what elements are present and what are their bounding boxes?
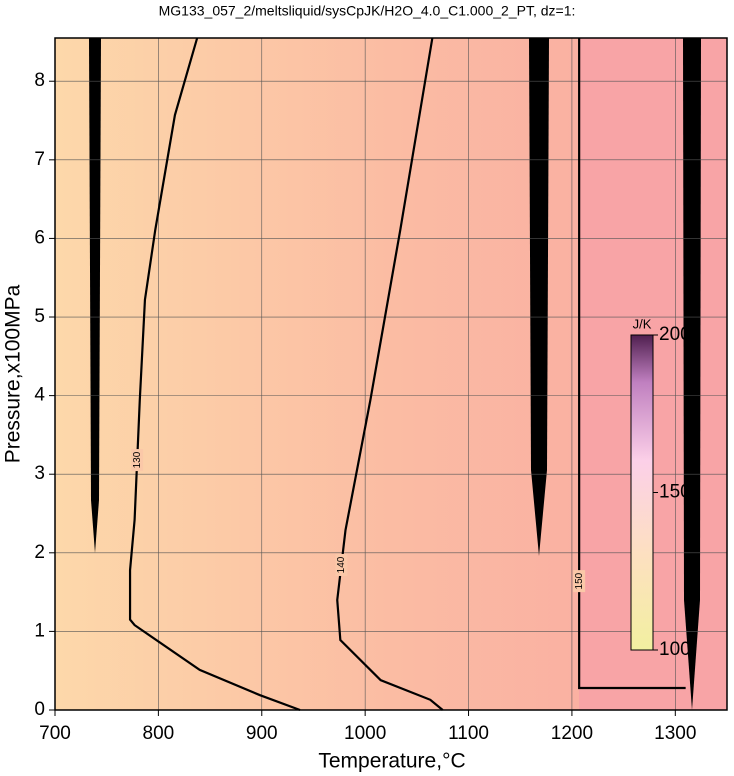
dense-band — [529, 38, 549, 556]
contour-label: 130 — [132, 451, 143, 468]
y-tick-label: 6 — [34, 227, 45, 248]
contour-line — [128, 37, 301, 712]
y-tick-label: 7 — [34, 149, 45, 170]
y-tick-label: 3 — [34, 463, 45, 484]
x-tick-label: 800 — [143, 723, 175, 744]
y-tick-label: 2 — [34, 542, 45, 563]
y-tick-label: 4 — [34, 385, 45, 406]
contour-line — [336, 37, 444, 711]
colorbar-tick-label: 200 — [659, 324, 691, 345]
contour-label: 140 — [336, 556, 347, 573]
dense-band — [89, 38, 101, 553]
y-tick-label: 1 — [34, 620, 45, 641]
y-tick-label: 8 — [34, 70, 45, 91]
chart-title: MG133_057_2/meltsliquid/sysCpJK/H2O_4.0_… — [159, 3, 576, 19]
contour-label-bg — [131, 449, 144, 472]
dense-band — [683, 38, 701, 710]
contour-label-bg — [573, 570, 586, 593]
colorbar-tick-label: 100 — [659, 639, 691, 660]
x-tick-label: 1300 — [654, 723, 696, 744]
y-tick-label: 5 — [34, 306, 45, 327]
colorbar-label: J/K — [633, 316, 652, 331]
contour-label-bg — [335, 553, 348, 576]
colorbar-tick-label: 150 — [659, 482, 691, 503]
x-tick-label: 1000 — [344, 723, 386, 744]
x-tick-label: 700 — [39, 723, 71, 744]
x-tick-label: 1200 — [551, 723, 593, 744]
x-tick-label: 1100 — [448, 723, 489, 744]
x-axis-label: Temperature,°C — [318, 750, 465, 773]
contour-label: 150 — [574, 572, 585, 589]
y-axis-label: Pressure,x100MPa — [2, 284, 25, 463]
colorbar — [630, 334, 654, 651]
y-tick-label: 0 — [34, 699, 45, 720]
x-tick-label: 900 — [246, 723, 278, 744]
plot-frame — [54, 37, 728, 711]
